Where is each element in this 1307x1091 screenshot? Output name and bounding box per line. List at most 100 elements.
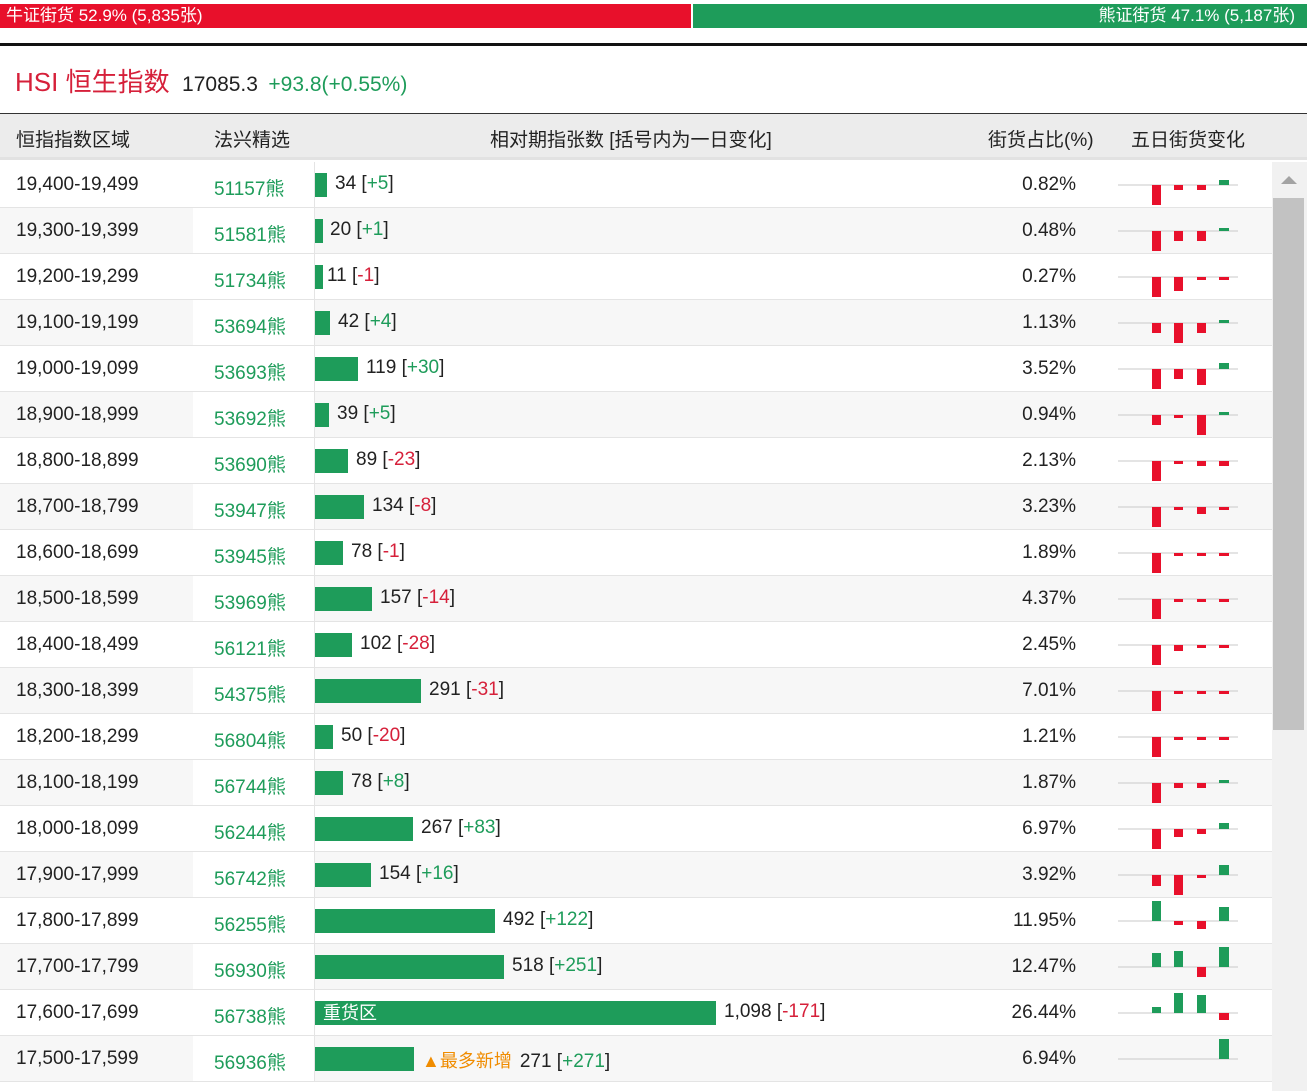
five-day-trend-chart	[1118, 780, 1238, 803]
range-cell: 19,000-19,099	[16, 358, 139, 379]
trend-bar	[1219, 228, 1229, 231]
trend-bar	[1152, 507, 1161, 527]
column-header-share: 街货占比(%)	[988, 130, 1094, 151]
column-divider	[314, 714, 315, 759]
scrollbar[interactable]	[1272, 162, 1307, 1091]
five-day-trend-chart	[1118, 736, 1238, 757]
trend-bar	[1174, 277, 1183, 291]
contracts-value: 492 [+122]	[503, 909, 594, 930]
contracts-value: 78 [-1]	[351, 541, 405, 562]
pick-link[interactable]: 53693熊	[214, 363, 286, 384]
pick-link[interactable]: 53947熊	[214, 501, 286, 522]
pick-link[interactable]: 53694熊	[214, 317, 286, 338]
pick-cell: 56744熊	[193, 760, 314, 805]
column-header-contracts: 相对期指张数 [括号内为一日变化]	[490, 130, 772, 151]
contracts-count: 78	[351, 771, 373, 792]
trend-bar	[1219, 412, 1229, 415]
contracts-value: 154 [+16]	[379, 863, 459, 884]
table-row: 18,700-18,799 53947熊 134 [-8] 3.23%	[0, 484, 1272, 530]
contracts-value: 89 [-23]	[356, 449, 421, 470]
trend-bar	[1197, 323, 1206, 333]
daily-change: -1	[357, 265, 375, 286]
five-day-trend-chart	[1118, 180, 1238, 205]
pick-cell: 56255熊	[193, 898, 314, 943]
pick-link[interactable]: 56244熊	[214, 823, 286, 844]
pick-link[interactable]: 51581熊	[214, 225, 286, 246]
daily-change: +8	[382, 771, 405, 792]
column-divider	[314, 530, 315, 575]
pick-link[interactable]: 56742熊	[214, 869, 286, 890]
trend-bar	[1152, 231, 1161, 251]
pick-cell: 56742熊	[193, 852, 314, 897]
divider	[0, 113, 1307, 114]
pick-link[interactable]: 51157熊	[214, 179, 285, 200]
trend-bar	[1197, 231, 1206, 241]
column-divider	[314, 300, 315, 345]
index-change: +93.8(+0.55%)	[268, 73, 408, 96]
trend-bar	[1152, 875, 1161, 886]
trend-bar	[1219, 780, 1229, 783]
trend-bar	[1174, 507, 1183, 510]
pick-link[interactable]: 54375熊	[214, 685, 286, 706]
trend-bar	[1152, 599, 1161, 619]
table-row: 18,200-18,299 56804熊 50 [-20] 1.21%	[0, 714, 1272, 760]
share-cell: 1.89%	[1022, 542, 1076, 563]
range-cell: 18,500-18,599	[16, 588, 139, 609]
contracts-value: 39 [+5]	[337, 403, 396, 424]
pick-link[interactable]: 53690熊	[214, 455, 286, 476]
trend-bar	[1219, 823, 1229, 829]
pick-cell: 51734熊	[193, 254, 314, 299]
contracts-count: 89	[356, 449, 378, 470]
trend-bar	[1197, 737, 1206, 740]
bear-street-label: 熊证街货 47.1% (5,187张)	[1098, 6, 1295, 25]
five-day-trend-chart	[1118, 506, 1238, 527]
contracts-bar	[315, 863, 371, 887]
share-cell: 1.21%	[1022, 726, 1076, 747]
trend-bar	[1174, 951, 1183, 967]
trend-bar	[1174, 829, 1183, 837]
pick-link[interactable]: 53969熊	[214, 593, 286, 614]
pick-link[interactable]: 56744熊	[214, 777, 286, 798]
contracts-bar	[315, 357, 358, 381]
trend-bar	[1197, 415, 1206, 435]
pick-link[interactable]: 53692熊	[214, 409, 286, 430]
column-divider	[314, 576, 315, 621]
table-row: 18,300-18,399 54375熊 291 [-31] 7.01%	[0, 668, 1272, 714]
pick-link[interactable]: 56936熊	[214, 1053, 286, 1074]
pick-link[interactable]: 56121熊	[214, 639, 286, 660]
column-divider	[314, 622, 315, 667]
trend-bar	[1219, 1013, 1229, 1020]
index-price: 17085.3	[182, 73, 258, 96]
pick-link[interactable]: 56738熊	[214, 1007, 286, 1028]
trend-bar	[1174, 369, 1183, 379]
trend-bar	[1197, 507, 1206, 514]
contracts-value: 134 [-8]	[372, 495, 437, 516]
scrollbar-thumb[interactable]	[1273, 198, 1304, 730]
contracts-bar	[315, 1047, 414, 1071]
heavy-zone-label: 重货区	[323, 1003, 377, 1023]
range-cell: 18,400-18,499	[16, 634, 139, 655]
contracts-count: 78	[351, 541, 373, 562]
table-row: 18,900-18,999 53692熊 39 [+5] 0.94%	[0, 392, 1272, 438]
pick-link[interactable]: 56930熊	[214, 961, 286, 982]
range-cell: 18,100-18,199	[16, 772, 139, 793]
pick-link[interactable]: 56255熊	[214, 915, 286, 936]
pick-link[interactable]: 56804熊	[214, 731, 286, 752]
contracts-bar	[315, 173, 327, 197]
daily-change: +4	[369, 311, 392, 332]
daily-change: +251	[554, 955, 598, 976]
table-body: 19,400-19,499 51157熊 34 [+5] 0.82% 19,300-19…	[0, 162, 1272, 1082]
range-cell: 18,000-18,099	[16, 818, 139, 839]
range-cell: 17,600-17,699	[16, 1002, 139, 1023]
street-position-summary: 牛证街货 52.9% (5,835张) 熊证街货 47.1% (5,187张)	[0, 0, 1307, 30]
range-cell: 19,400-19,499	[16, 174, 139, 195]
pick-link[interactable]: 53945熊	[214, 547, 286, 568]
range-cell: 18,300-18,399	[16, 680, 139, 701]
scroll-up-arrow-icon[interactable]	[1281, 176, 1297, 184]
trend-bar	[1219, 947, 1229, 967]
trend-bar	[1152, 415, 1161, 425]
five-day-trend-chart	[1118, 865, 1238, 895]
table-row: 18,000-18,099 56244熊 267 [+83] 6.97%	[0, 806, 1272, 852]
contracts-count: 50	[341, 725, 363, 746]
pick-link[interactable]: 51734熊	[214, 271, 286, 292]
